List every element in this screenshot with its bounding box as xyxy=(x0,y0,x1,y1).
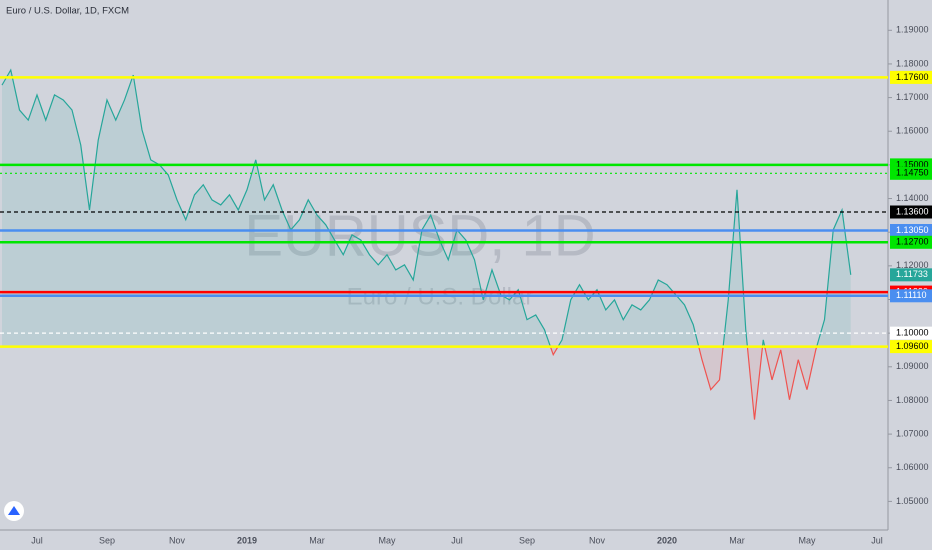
y-tick-label: 1.14000 xyxy=(896,193,929,203)
level-label: 1.13600 xyxy=(896,206,929,216)
y-tick-label: 1.08000 xyxy=(896,395,929,405)
level-badge xyxy=(890,224,932,238)
level-label: 1.09600 xyxy=(896,341,929,351)
y-tick-label: 1.09000 xyxy=(896,361,929,371)
level-label: 1.10000 xyxy=(896,328,929,338)
y-tick-label: 1.12000 xyxy=(896,260,929,270)
x-tick-label: May xyxy=(798,535,816,545)
x-tick-label: Mar xyxy=(729,535,745,545)
x-tick-label: Jul xyxy=(31,535,43,545)
level-label: 1.13050 xyxy=(896,225,929,235)
y-tick-label: 1.19000 xyxy=(896,25,929,35)
x-tick-label: 2020 xyxy=(657,535,677,545)
level-badge xyxy=(890,235,932,249)
chart-title: Euro / U.S. Dollar, 1D, FXCM xyxy=(6,6,129,17)
y-tick-label: 1.07000 xyxy=(896,428,929,438)
x-tick-label: 2019 xyxy=(237,535,257,545)
x-tick-label: May xyxy=(378,535,396,545)
y-tick-label: 1.18000 xyxy=(896,58,929,68)
level-badge xyxy=(890,326,932,340)
level-label: 1.14750 xyxy=(896,168,929,178)
x-tick-label: Nov xyxy=(169,535,186,545)
level-label: 1.17600 xyxy=(896,72,929,82)
x-tick-label: Sep xyxy=(99,535,115,545)
y-tick-label: 1.16000 xyxy=(896,126,929,136)
x-tick-label: Mar xyxy=(309,535,325,545)
y-tick-label: 1.17000 xyxy=(896,92,929,102)
plot xyxy=(0,68,888,420)
price-line xyxy=(1,68,852,420)
x-tick-label: Nov xyxy=(589,535,606,545)
x-tick-label: Jul xyxy=(871,535,883,545)
level-badge xyxy=(890,340,932,354)
level-label: 1.15000 xyxy=(896,159,929,169)
level-badge xyxy=(890,268,932,282)
y-tick-label: 1.05000 xyxy=(896,496,929,506)
x-tick-label: Sep xyxy=(519,535,535,545)
level-badge xyxy=(890,289,932,303)
level-badge xyxy=(890,205,932,219)
level-label: 1.11733 xyxy=(896,269,928,279)
level-badge xyxy=(890,70,932,84)
logo-icon xyxy=(8,506,20,515)
y-tick-label: 1.06000 xyxy=(896,462,929,472)
level-badge xyxy=(890,166,932,180)
level-label: 1.12700 xyxy=(896,237,929,247)
x-tick-label: Jul xyxy=(451,535,463,545)
level-label: 1.11110 xyxy=(896,290,927,300)
area-fill xyxy=(2,69,851,420)
